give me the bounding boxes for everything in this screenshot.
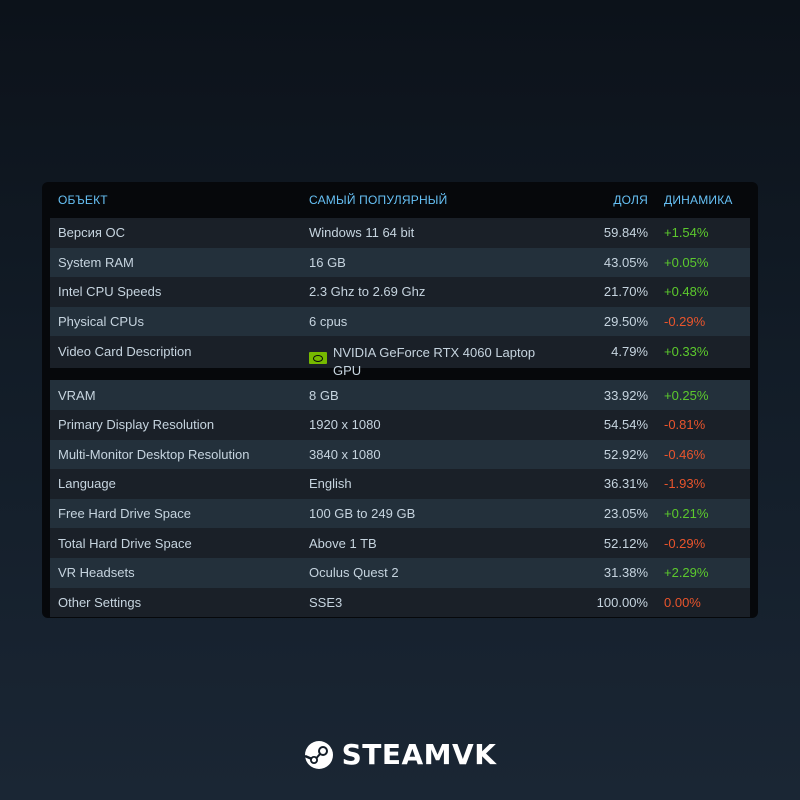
row-share: 29.50%	[603, 314, 648, 330]
row-popular: Oculus Quest 2	[309, 565, 399, 581]
row-object: VR Headsets	[58, 565, 135, 581]
table-row: System RAM 16 GB 43.05% +0.05%	[50, 247, 750, 278]
row-share: 59.84%	[603, 225, 648, 241]
row-change: +0.48%	[664, 284, 709, 300]
header-object: ОБЪЕКТ	[58, 193, 108, 207]
row-popular: 1920 x 1080	[309, 417, 381, 433]
table-row: Intel CPU Speeds 2.3 Ghz to 2.69 Ghz 21.…	[50, 277, 750, 307]
row-share: 33.92%	[603, 387, 648, 403]
row-popular: English	[309, 476, 352, 492]
table-row: Language English 36.31% -1.93%	[50, 469, 750, 499]
nvidia-icon	[309, 352, 327, 365]
table-row: Free Hard Drive Space 100 GB to 249 GB 2…	[50, 498, 750, 529]
table-header: ОБЪЕКТ САМЫЙ ПОПУЛЯРНЫЙ ДОЛЯ ДИНАМИКА	[50, 182, 750, 218]
table-row: VRAM 8 GB 33.92% +0.25%	[50, 380, 750, 410]
row-share: 54.54%	[603, 417, 648, 433]
row-popular: 100 GB to 249 GB	[309, 506, 416, 522]
row-change: +0.05%	[664, 254, 709, 270]
row-change: -0.29%	[664, 314, 706, 330]
row-share: 52.12%	[603, 535, 648, 551]
row-object: Language	[58, 476, 116, 492]
steamvk-logo: STEAMVK	[0, 738, 800, 771]
row-object: Free Hard Drive Space	[58, 506, 191, 522]
header-share: ДОЛЯ	[613, 193, 648, 207]
table-row: Physical CPUs 6 cpus 29.50% -0.29%	[50, 306, 750, 337]
row-share: 52.92%	[603, 446, 648, 462]
row-popular-cell: NVIDIA GeForce RTX 4060 Laptop GPU	[309, 336, 554, 380]
row-popular: 6 cpus	[309, 314, 348, 330]
row-share: 43.05%	[603, 254, 648, 270]
table-row: Версия ОС Windows 11 64 bit 59.84% +1.54…	[50, 218, 750, 248]
row-object: System RAM	[58, 254, 134, 270]
row-change: -0.29%	[664, 535, 706, 551]
row-popular: 16 GB	[309, 254, 346, 270]
row-object: Multi-Monitor Desktop Resolution	[58, 446, 250, 462]
row-change: +0.33%	[664, 344, 709, 360]
row-share: 21.70%	[603, 284, 648, 300]
row-object: Версия ОС	[58, 225, 126, 241]
table-row: Total Hard Drive Space Above 1 TB 52.12%…	[50, 528, 750, 558]
row-popular: 8 GB	[309, 387, 339, 403]
table-row: Multi-Monitor Desktop Resolution 3840 x …	[50, 439, 750, 470]
row-popular: SSE3	[309, 594, 343, 610]
row-share: 23.05%	[603, 506, 648, 522]
row-popular: Windows 11 64 bit	[309, 225, 415, 241]
row-object: Intel CPU Speeds	[58, 284, 162, 300]
table-row: Video Card Description NVIDIA GeForce RT…	[50, 336, 750, 378]
table-row: Primary Display Resolution 1920 x 1080 5…	[50, 409, 750, 440]
row-share: 31.38%	[603, 565, 648, 581]
row-popular: 2.3 Ghz to 2.69 Ghz	[309, 284, 426, 300]
row-share: 4.79%	[611, 344, 648, 360]
row-object: Video Card Description	[58, 344, 192, 360]
row-change: -1.93%	[664, 476, 706, 492]
row-change: 0.00%	[664, 594, 701, 610]
row-object: VRAM	[58, 387, 96, 403]
header-change: ДИНАМИКА	[664, 193, 733, 207]
row-popular: Above 1 TB	[309, 535, 377, 551]
header-popular: САМЫЙ ПОПУЛЯРНЫЙ	[309, 193, 448, 207]
row-gap	[50, 368, 750, 381]
row-object: Primary Display Resolution	[58, 417, 215, 433]
hardware-survey-table: ОБЪЕКТ САМЫЙ ПОПУЛЯРНЫЙ ДОЛЯ ДИНАМИКА Ве…	[42, 182, 758, 618]
row-popular: NVIDIA GeForce RTX 4060 Laptop GPU	[333, 345, 536, 379]
table-row: Other Settings SSE3 100.00% 0.00%	[50, 587, 750, 618]
row-change: +0.21%	[664, 506, 709, 522]
row-change: +2.29%	[664, 565, 709, 581]
row-change: +1.54%	[664, 225, 709, 241]
row-popular: 3840 x 1080	[309, 446, 381, 462]
row-change: +0.25%	[664, 387, 709, 403]
row-share: 100.00%	[596, 594, 648, 610]
logo-text: STEAMVK	[341, 738, 497, 771]
row-object: Total Hard Drive Space	[58, 535, 192, 551]
row-object: Other Settings	[58, 594, 142, 610]
steam-icon	[304, 740, 333, 769]
row-object: Physical CPUs	[58, 314, 144, 330]
row-change: -0.46%	[664, 446, 706, 462]
table-row: VR Headsets Oculus Quest 2 31.38% +2.29%	[50, 557, 750, 588]
row-share: 36.31%	[603, 476, 648, 492]
row-change: -0.81%	[664, 417, 706, 433]
